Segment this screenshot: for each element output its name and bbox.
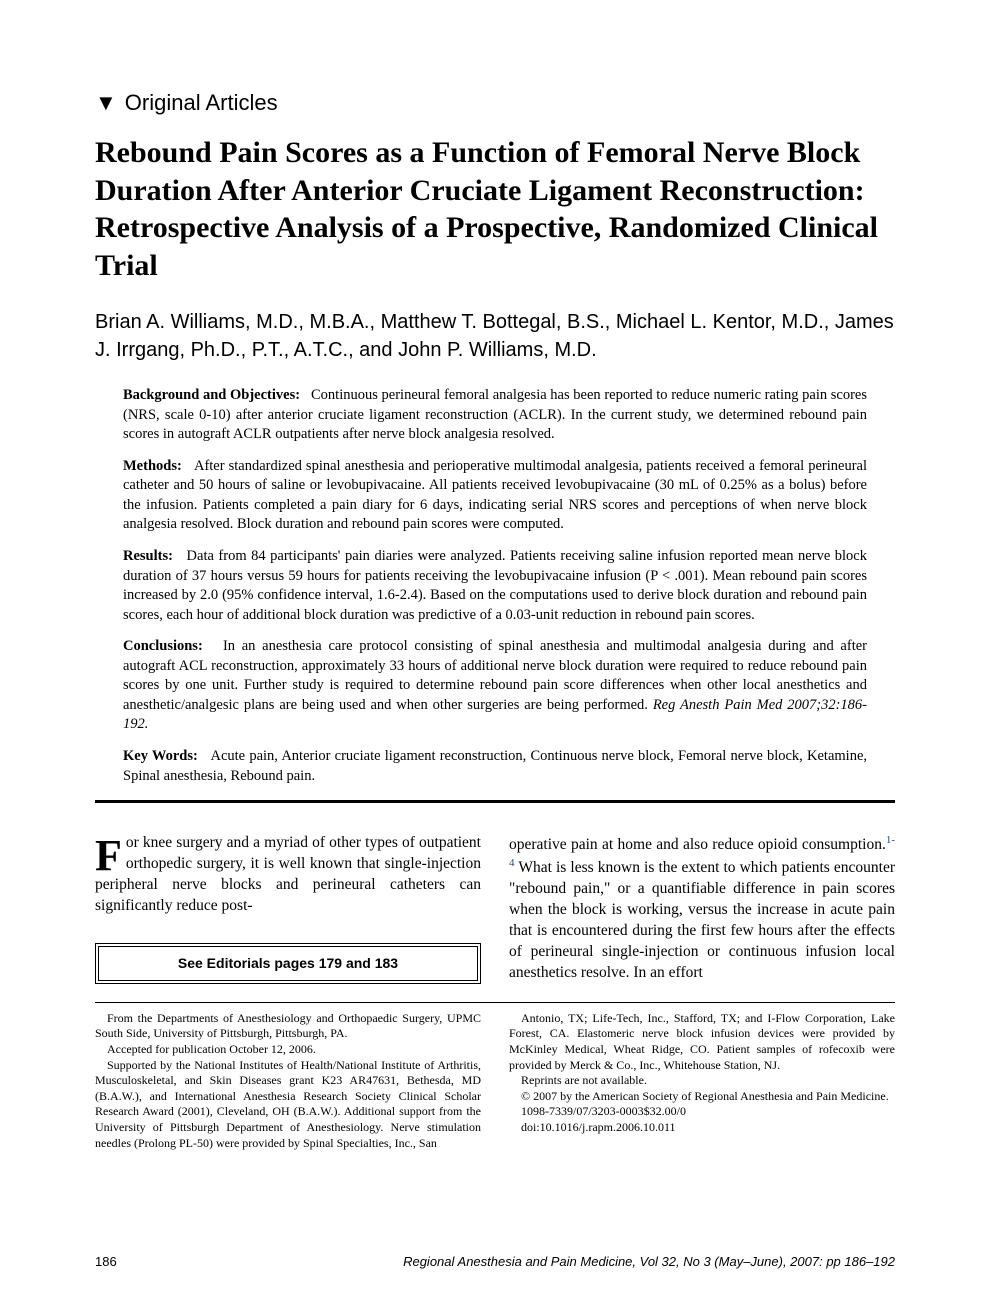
- page-number: 186: [95, 1254, 117, 1269]
- footnote-line: doi:10.1016/j.rapm.2006.10.011: [509, 1120, 895, 1136]
- abstract-keywords: Key Words: Acute pain, Anterior cruciate…: [123, 747, 867, 786]
- abstract-label: Key Words:: [123, 748, 198, 764]
- abstract: Background and Objectives: Continuous pe…: [95, 386, 895, 786]
- abstract-label: Background and Objectives:: [123, 387, 300, 403]
- editorial-callout: See Editorials pages 179 and 183: [95, 943, 481, 984]
- section-header: ▼ Original Articles: [95, 90, 895, 116]
- footnote-col-left: From the Departments of Anesthesiology a…: [95, 1011, 481, 1151]
- author-list: Brian A. Williams, M.D., M.B.A., Matthew…: [95, 308, 895, 364]
- abstract-text: Data from 84 participants' pain diaries …: [123, 548, 867, 623]
- abstract-text: After standardized spinal anesthesia and…: [123, 458, 867, 533]
- body-col-left: For knee surgery and a myriad of other t…: [95, 833, 481, 984]
- body-text: What is less known is the extent to whic…: [509, 859, 895, 981]
- footnote-line: Supported by the National Institutes of …: [95, 1058, 481, 1152]
- abstract-conclusions: Conclusions: In an anesthesia care proto…: [123, 637, 867, 735]
- body-columns: For knee surgery and a myriad of other t…: [95, 833, 895, 984]
- footnotes: From the Departments of Anesthesiology a…: [95, 1011, 895, 1151]
- abstract-label: Conclusions:: [123, 638, 203, 654]
- abstract-text: Acute pain, Anterior cruciate ligament r…: [123, 748, 867, 784]
- divider: [95, 1002, 895, 1003]
- journal-info: Regional Anesthesia and Pain Medicine, V…: [403, 1254, 895, 1269]
- footnote-line: From the Departments of Anesthesiology a…: [95, 1011, 481, 1042]
- body-text: operative pain at home and also reduce o…: [509, 836, 886, 853]
- body-text: or knee surgery and a myriad of other ty…: [95, 834, 481, 914]
- footnote-line: Reprints are not available.: [509, 1073, 895, 1089]
- body-paragraph: For knee surgery and a myriad of other t…: [95, 833, 481, 917]
- abstract-label: Results:: [123, 548, 173, 564]
- abstract-label: Methods:: [123, 458, 182, 474]
- footnote-line: Accepted for publication October 12, 200…: [95, 1042, 481, 1058]
- footnote-col-right: Antonio, TX; Life-Tech, Inc., Stafford, …: [509, 1011, 895, 1151]
- abstract-background: Background and Objectives: Continuous pe…: [123, 386, 867, 445]
- section-marker-icon: ▼: [95, 90, 117, 116]
- abstract-results: Results: Data from 84 participants' pain…: [123, 547, 867, 625]
- footnote-line: 1098-7339/07/3203-0003$32.00/0: [509, 1104, 895, 1120]
- body-paragraph: operative pain at home and also reduce o…: [509, 833, 895, 984]
- footnote-line: © 2007 by the American Society of Region…: [509, 1089, 895, 1105]
- footnote-line: Antonio, TX; Life-Tech, Inc., Stafford, …: [509, 1011, 895, 1073]
- abstract-methods: Methods: After standardized spinal anest…: [123, 457, 867, 535]
- dropcap: F: [95, 833, 126, 874]
- page-footer: 186 Regional Anesthesia and Pain Medicin…: [95, 1254, 895, 1269]
- divider: [95, 800, 895, 803]
- section-label: Original Articles: [125, 90, 278, 116]
- article-title: Rebound Pain Scores as a Function of Fem…: [95, 134, 895, 284]
- body-col-right: operative pain at home and also reduce o…: [509, 833, 895, 984]
